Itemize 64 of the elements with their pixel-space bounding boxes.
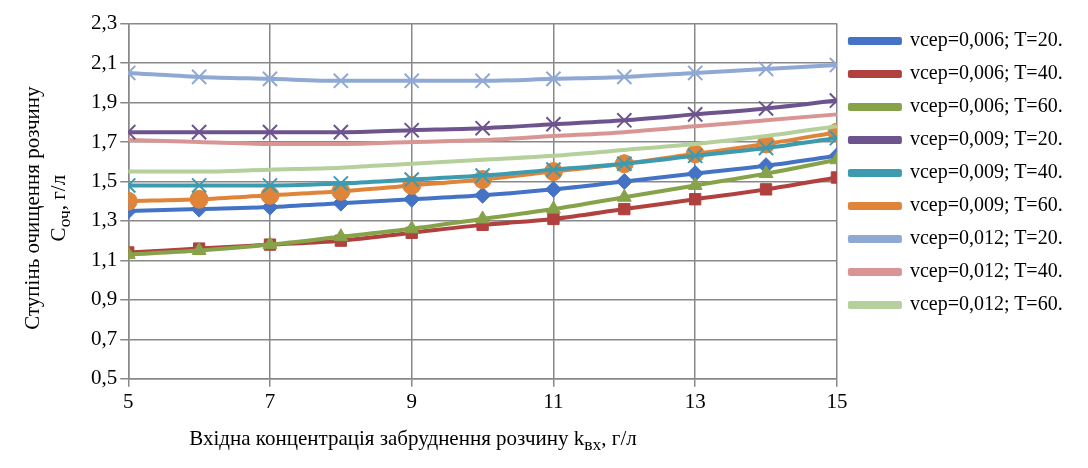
point — [545, 116, 562, 133]
y-tick-label: 1,1 — [91, 246, 118, 271]
y-tick-label: 0,9 — [91, 286, 118, 311]
point — [332, 72, 349, 89]
point — [333, 228, 349, 242]
point — [615, 172, 633, 190]
point — [757, 100, 775, 117]
point — [546, 200, 561, 214]
y-tick-label: 1,9 — [91, 89, 118, 114]
point — [618, 202, 631, 216]
x-tick-label: 11 — [543, 388, 564, 413]
legend-label: vcep=0,006; T=20. — [909, 28, 1063, 52]
legend-label: vcep=0,009; T=20. — [909, 127, 1063, 151]
point — [403, 72, 420, 89]
x-tick-label: 9 — [406, 388, 417, 413]
point — [332, 175, 349, 192]
point — [404, 220, 420, 234]
x-tick-label: 13 — [684, 388, 706, 413]
point — [191, 124, 208, 141]
point — [687, 106, 704, 123]
y-tick-label: 2,1 — [91, 49, 118, 74]
y-tick-label: 1,7 — [91, 128, 118, 153]
x-tick-label: 5 — [123, 388, 134, 413]
legend-label: vcep=0,006; T=60. — [909, 94, 1063, 118]
x-axis-title: Вхідна концентрація забруднення розчину k$_{вх}$, г/л — [188, 426, 638, 456]
legend-label: vcep=0,012; T=60. — [909, 292, 1063, 316]
point — [474, 72, 491, 89]
x-tick-label: 15 — [826, 388, 848, 413]
legend-label: vcep=0,012; T=20. — [909, 226, 1063, 250]
point — [474, 120, 491, 137]
point — [261, 124, 279, 141]
point — [332, 124, 349, 141]
point — [758, 165, 774, 179]
y-tick-label: 0,5 — [91, 365, 118, 390]
point — [616, 188, 632, 202]
point — [191, 177, 208, 194]
legend-label: vcep=0,009; T=40. — [909, 160, 1063, 184]
point — [759, 183, 773, 196]
point — [757, 139, 775, 156]
y-tick-label: 2,3 — [91, 10, 118, 35]
point — [544, 180, 562, 198]
point — [616, 112, 633, 129]
y-tick-label: 1,5 — [91, 167, 118, 192]
point — [475, 210, 491, 224]
point — [545, 70, 562, 87]
x-tick-label: 7 — [264, 388, 276, 413]
point — [189, 189, 209, 209]
point — [757, 60, 775, 78]
point — [261, 70, 279, 87]
point — [261, 177, 279, 194]
point — [474, 186, 492, 204]
point — [616, 68, 633, 85]
point — [403, 171, 420, 188]
point — [474, 167, 491, 184]
point — [687, 64, 704, 81]
y-tick-label: 1,3 — [91, 207, 118, 232]
legend-label: vcep=0,009; T=60. — [909, 193, 1063, 217]
legend-label: vcep=0,012; T=40. — [909, 259, 1063, 283]
point — [547, 212, 560, 226]
point — [403, 122, 420, 139]
point — [191, 68, 208, 85]
y-tick-label: 0,7 — [91, 325, 118, 350]
point — [689, 193, 702, 206]
legend-label: vcep=0,006; T=40. — [909, 61, 1063, 85]
